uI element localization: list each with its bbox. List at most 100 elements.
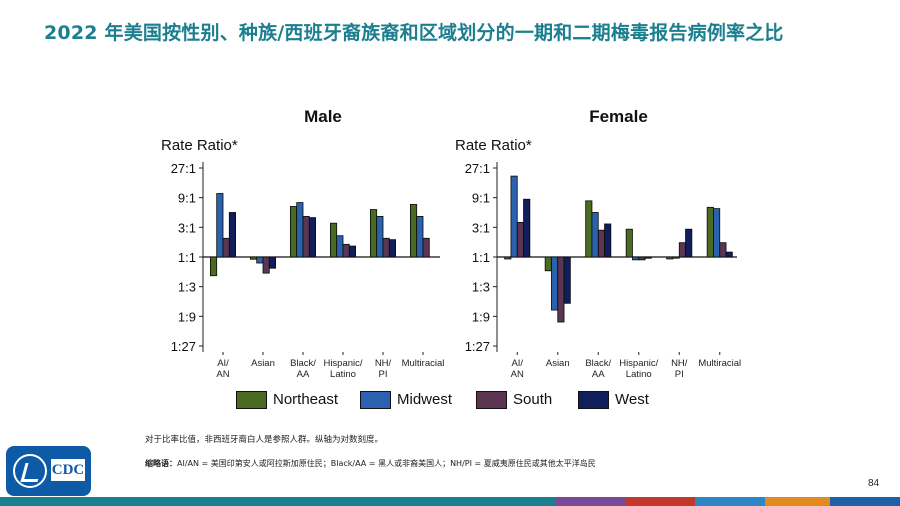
x-tick-label: NH/ xyxy=(375,358,392,369)
x-tick-label: Latino xyxy=(330,369,356,380)
y-tick-label: 3:1 xyxy=(178,220,196,235)
bottom-bar-segment xyxy=(0,497,555,506)
bar-west xyxy=(563,256,571,304)
bar-midwest xyxy=(713,208,721,258)
y-tick-label: 27:1 xyxy=(171,161,196,176)
bottom-color-bar xyxy=(0,497,900,506)
cdc-logo: CDC xyxy=(6,446,91,496)
y-axis-label: Rate Ratio* xyxy=(161,137,238,154)
abbreviations: 缩略语：AI/AN = 美国印第安人或阿拉斯加原住民；Black/AA = 黑人… xyxy=(145,458,596,469)
bar-south xyxy=(516,222,524,258)
y-axis-label: Rate Ratio* xyxy=(455,137,532,154)
x-tick-label: AA xyxy=(297,369,310,380)
bar-south xyxy=(262,256,270,274)
y-tick-label: 1:3 xyxy=(178,280,196,295)
bar-northeast xyxy=(329,222,338,258)
legend-swatch-west xyxy=(578,391,609,409)
x-tick-label: Hispanic/ xyxy=(619,358,658,369)
y-tick-label: 1:9 xyxy=(472,309,490,324)
abbreviations-text: AI/AN = 美国印第安人或阿拉斯加原住民；Black/AA = 黑人或非裔美… xyxy=(177,459,596,468)
bar-south xyxy=(557,256,565,323)
panel-title-male: Male xyxy=(304,107,342,126)
bar-midwest xyxy=(376,215,384,258)
bar-northeast xyxy=(585,200,593,258)
bar-west xyxy=(604,223,612,258)
bar-northeast xyxy=(706,206,714,258)
bar-midwest xyxy=(296,202,304,258)
abbreviations-label: 缩略语： xyxy=(145,459,177,468)
y-tick-label: 1:3 xyxy=(472,280,490,295)
x-tick-label: AI/ xyxy=(217,358,229,369)
bar-south xyxy=(678,242,686,258)
cdc-logo-text: CDC xyxy=(51,459,85,481)
bar-south xyxy=(382,237,390,258)
bar-west xyxy=(523,198,531,258)
panel-title-female: Female xyxy=(589,107,648,126)
bar-midwest xyxy=(256,256,264,264)
x-tick-label: PI xyxy=(379,369,388,380)
bar-midwest xyxy=(551,256,559,311)
legend-label-midwest: Midwest xyxy=(397,391,453,408)
bottom-bar-segment xyxy=(625,497,695,506)
y-tick-label: 9:1 xyxy=(472,191,490,206)
bar-west xyxy=(268,256,276,269)
bar-northeast xyxy=(409,204,418,258)
x-tick-label: Hispanic/ xyxy=(323,358,362,369)
x-tick-label: Multiracial xyxy=(698,358,741,369)
bar-west xyxy=(308,217,316,258)
bar-south xyxy=(719,242,727,258)
bottom-bar-segment xyxy=(555,497,625,506)
legend-swatch-northeast xyxy=(236,391,267,409)
bottom-bar-segment xyxy=(695,497,765,506)
x-tick-label: Black/ xyxy=(585,358,611,369)
legend-swatch-midwest xyxy=(360,391,391,409)
y-tick-label: 27:1 xyxy=(465,161,490,176)
x-tick-label: Asian xyxy=(546,358,570,369)
x-tick-label: NH/ xyxy=(671,358,688,369)
bar-northeast xyxy=(544,256,552,272)
page-number: 84 xyxy=(868,478,880,489)
bar-northeast xyxy=(249,256,258,260)
legend-swatch-south xyxy=(476,391,507,409)
y-tick-label: 1:1 xyxy=(178,250,196,265)
bar-midwest xyxy=(591,212,599,258)
y-tick-label: 1:27 xyxy=(171,339,196,354)
y-tick-label: 1:27 xyxy=(465,339,490,354)
x-tick-label: Multiracial xyxy=(402,358,445,369)
bar-south xyxy=(342,243,350,258)
bar-midwest xyxy=(336,235,344,258)
bar-south xyxy=(422,237,430,258)
bar-midwest xyxy=(632,256,640,261)
x-tick-label: Asian xyxy=(251,358,275,369)
hhs-seal-icon xyxy=(13,454,47,488)
bar-west xyxy=(348,245,356,258)
bottom-bar-segment xyxy=(830,497,900,506)
bar-south xyxy=(222,237,230,258)
bar-west xyxy=(388,239,396,258)
bar-west xyxy=(644,256,652,259)
y-tick-label: 1:1 xyxy=(472,250,490,265)
bar-west xyxy=(725,251,733,258)
y-tick-label: 3:1 xyxy=(472,220,490,235)
bar-midwest xyxy=(416,215,424,258)
y-tick-label: 9:1 xyxy=(178,191,196,206)
legend-label-west: West xyxy=(615,391,649,408)
bottom-bar-segment xyxy=(765,497,830,506)
bar-northeast xyxy=(369,209,378,258)
bar-midwest xyxy=(216,193,224,258)
bar-west xyxy=(685,228,693,258)
footnote: 对于比率比值，非西班牙裔白人是参照人群。纵轴为对数刻度。 xyxy=(145,435,384,445)
bar-south xyxy=(302,215,310,258)
bar-south xyxy=(597,229,605,258)
bar-midwest xyxy=(510,175,518,258)
x-tick-label: PI xyxy=(675,369,684,380)
x-tick-label: Black/ xyxy=(290,358,316,369)
y-tick-label: 1:9 xyxy=(178,309,196,324)
bar-south xyxy=(638,256,646,261)
slide-title: 2022 年美国按性别、种族/西班牙裔族裔和区域划分的一期和二期梅毒报告病例率之… xyxy=(44,22,784,44)
legend-label-south: South xyxy=(513,391,553,408)
x-tick-label: Latino xyxy=(626,369,652,380)
bar-west xyxy=(228,212,237,258)
bar-northeast xyxy=(289,206,298,258)
